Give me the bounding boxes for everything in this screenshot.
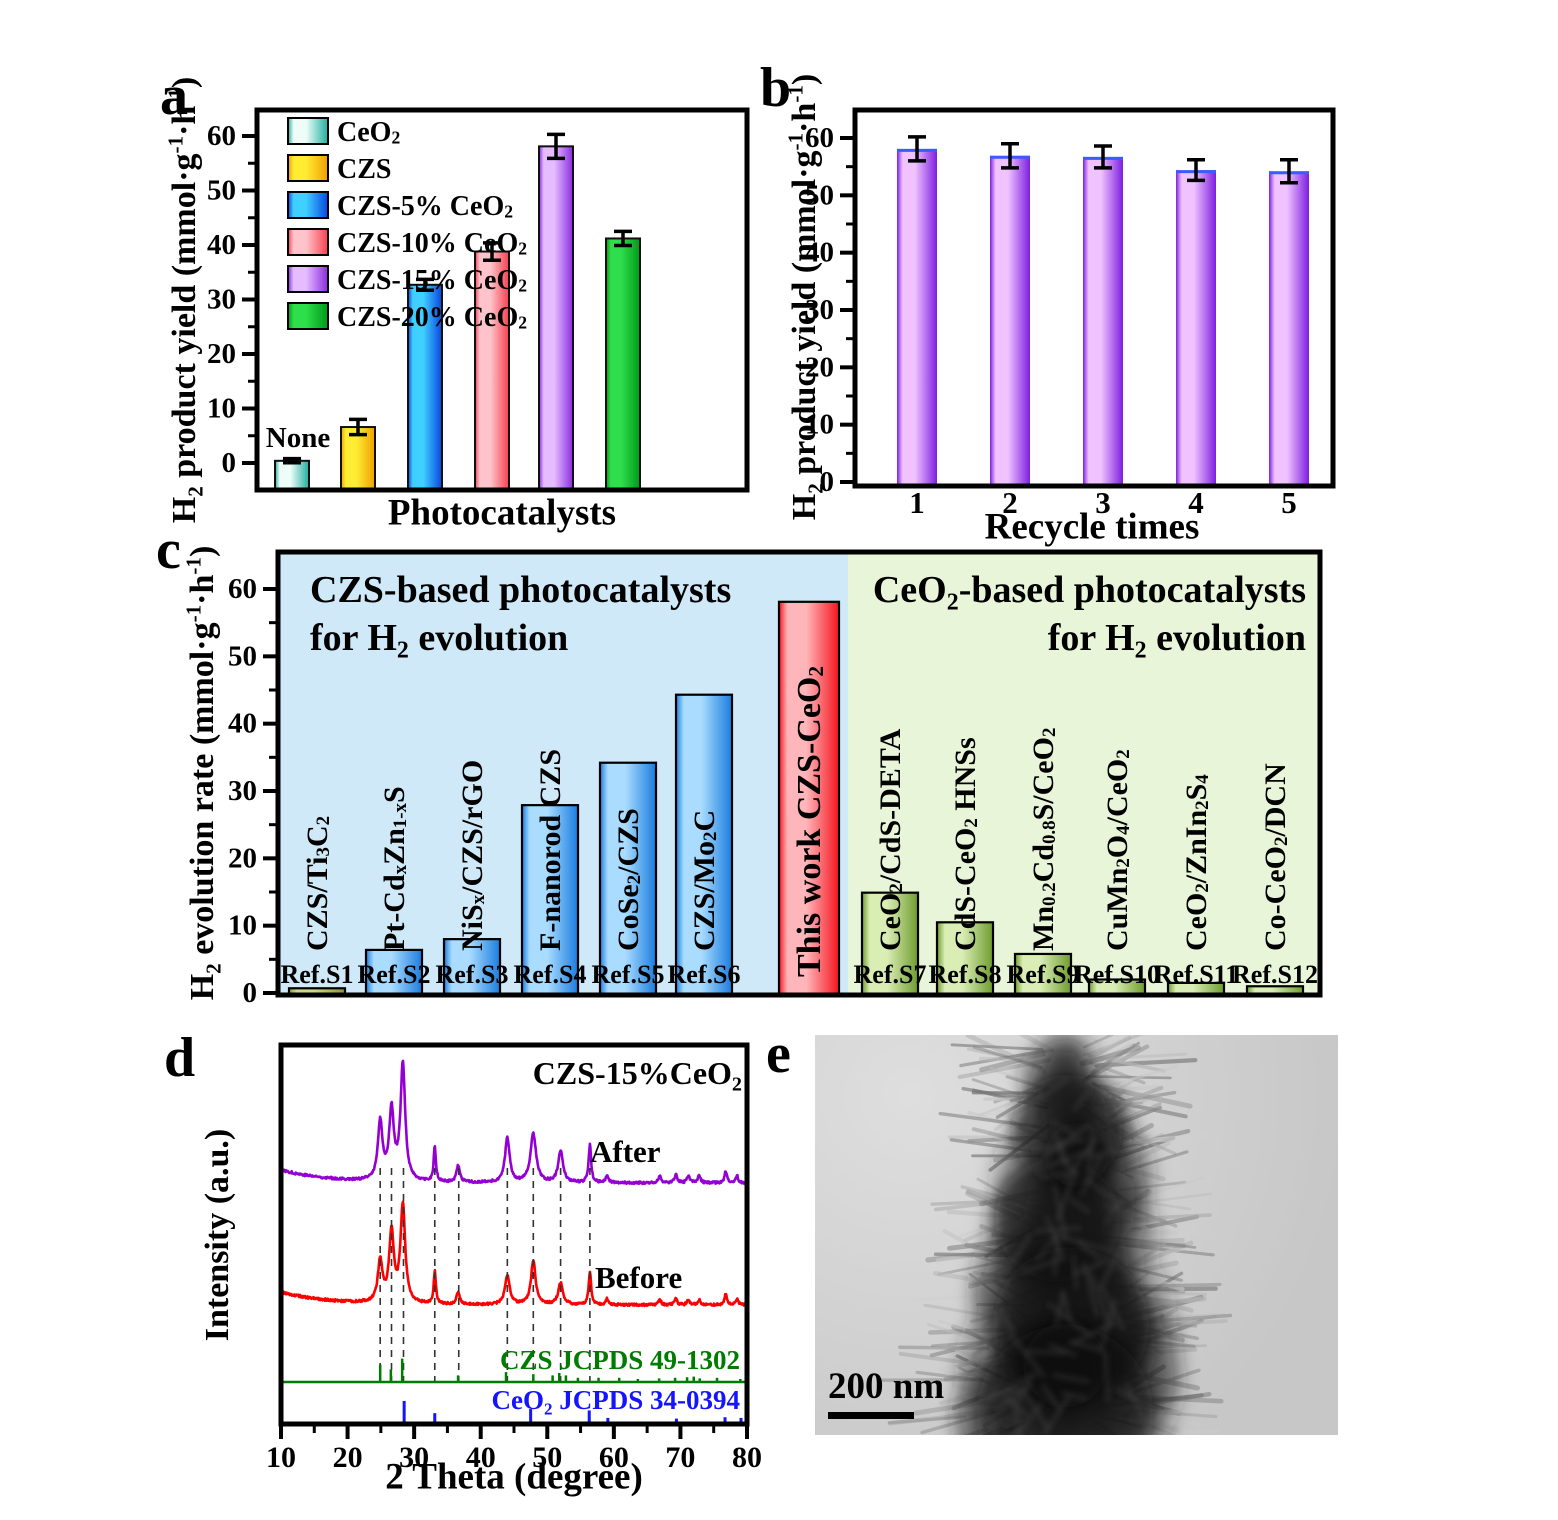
- bar-name-label: CuMn2O4/CeO2: [1101, 749, 1134, 951]
- legend-swatch: [288, 155, 328, 181]
- legend-label: CZS-5% CeO2: [337, 191, 513, 222]
- ref-label: Ref.S10: [1074, 960, 1160, 989]
- y-tick-label: 50: [228, 640, 257, 672]
- bar: [1083, 157, 1123, 486]
- panel-b-y-axis-label: H2 product yield (mmol·g-1·h-1): [783, 74, 828, 520]
- legend-label: CZS-15% CeO2: [337, 265, 527, 296]
- ref-label: Ref.S2: [358, 960, 431, 989]
- panel-e-tem-image: 200 nm: [815, 1035, 1338, 1435]
- ceo2-reference-label: CeO2 JCPDS 34-0394: [492, 1385, 740, 1418]
- legend-swatch: [288, 229, 328, 255]
- panel-d-y-axis-label: Intensity (a.u.): [199, 1129, 237, 1342]
- bar: [275, 461, 309, 490]
- y-tick-label: 30: [207, 284, 236, 316]
- y-tick-label: 20: [207, 338, 236, 370]
- panel-d-x-axis-label: 2 Theta (degree): [385, 1456, 643, 1499]
- czs-group-title: for H2 evolution: [310, 617, 568, 664]
- bar-name-label: CZS/Mo2C: [688, 810, 721, 951]
- bar: [341, 427, 375, 490]
- ref-label: Ref.S8: [929, 960, 1002, 989]
- y-tick-label: 60: [228, 573, 257, 605]
- curve-label-after: After: [590, 1134, 661, 1169]
- xrd-title: CZS-15%CeO2: [533, 1055, 742, 1095]
- scale-bar-line: [828, 1412, 914, 1419]
- panel-a-y-axis-label: H2 product yield (mmol·g-1·h-1): [163, 77, 208, 523]
- bar-name-label: NiSx/CZS/rGO: [456, 760, 489, 951]
- ref-label: Ref.S12: [1232, 960, 1318, 989]
- ref-label: Ref.S4: [514, 960, 587, 989]
- y-tick-label: 10: [228, 910, 257, 942]
- ref-label: Ref.S6: [668, 960, 741, 989]
- x-tick-label: 20: [333, 1441, 363, 1474]
- bar-name-label: CZS/Ti3C2: [301, 816, 334, 951]
- ceo2-group-title: for H2 evolution: [1048, 617, 1306, 664]
- legend-swatch: [288, 192, 328, 218]
- ceo2-group-title: CeO2-based photocatalysts: [873, 569, 1306, 616]
- ref-label: Ref.S11: [1154, 960, 1239, 989]
- panel-a-x-axis-label: Photocatalysts: [388, 492, 616, 535]
- x-tick-label: 80: [732, 1441, 762, 1474]
- legend-label: CeO2: [337, 117, 400, 148]
- x-tick-label: 70: [665, 1441, 695, 1474]
- x-tick-label: 10: [266, 1441, 296, 1474]
- bar-name-label: F-nanorod CZS: [534, 749, 567, 951]
- czs-reference-label: CZS JCPDS 49-1302: [500, 1345, 740, 1375]
- ref-label: Ref.S7: [854, 960, 927, 989]
- panel-a-bar-chart: None CeO2 CZS CZS-5% CeO2 CZS-10% CeO2 CZS-15…: [140, 55, 780, 515]
- bar: [897, 149, 937, 486]
- y-tick-label: 40: [207, 229, 236, 261]
- y-tick-label: 0: [243, 977, 258, 1009]
- panel-c-comparison-chart: CZS-based photocatalysts for H2 evolution…: [150, 520, 1380, 1020]
- legend-swatch: [288, 118, 328, 144]
- y-axis: 0 10 20 30 40 50 60: [228, 573, 278, 1009]
- y-axis: 0 10 20 30 40 50 60: [207, 120, 257, 479]
- legend-swatch: [288, 266, 328, 292]
- legend-label: CZS-20% CeO2: [337, 302, 527, 333]
- legend-label: CZS: [337, 154, 391, 185]
- bar-name-label: CeO2/CdS-DETA: [874, 728, 907, 951]
- y-tick-label: 0: [222, 447, 237, 479]
- none-annotation: None: [266, 422, 331, 454]
- bar-name-label: CdS-CeO2 HNSs: [949, 737, 982, 951]
- y-tick-label: 30: [228, 775, 257, 807]
- y-tick-label: 50: [207, 175, 236, 207]
- legend-label: CZS-10% CeO2: [337, 228, 527, 259]
- ref-label: Ref.S9: [1007, 960, 1080, 989]
- bar-name-label: CeO2/ZnIn2S4: [1180, 774, 1213, 951]
- scale-bar-label: 200 nm: [828, 1365, 944, 1408]
- y-tick-label: 40: [228, 708, 257, 740]
- czs-group-title: CZS-based photocatalysts: [310, 569, 731, 611]
- ref-label: Ref.S5: [592, 960, 665, 989]
- ref-label: Ref.S3: [436, 960, 509, 989]
- panel-c-y-axis-label: H2 evolution rate (mmol·g-1·h-1): [181, 546, 226, 1001]
- panel-b-x-axis-label: Recycle times: [985, 506, 1200, 549]
- bar: [990, 156, 1030, 486]
- bar: [1269, 171, 1309, 486]
- ref-label: Ref.S1: [281, 960, 354, 989]
- x-tick-label: 5: [1281, 485, 1297, 515]
- y-tick-label: 20: [228, 842, 257, 874]
- y-tick-label: 60: [207, 120, 236, 152]
- panel-d-xrd-chart: After Before CZS JCPDS 49-1302 CeO2 JCPDS 3…: [150, 1020, 830, 1520]
- bar: [606, 238, 640, 490]
- bar-name-label: This work CZS-CeO2: [791, 666, 828, 977]
- y-tick-label: 10: [207, 393, 236, 425]
- legend-swatch: [288, 303, 328, 329]
- bar-name-label: Co-CeO2/DCN: [1259, 763, 1292, 951]
- bar: [539, 146, 573, 490]
- x-tick-label: 1: [909, 485, 925, 515]
- curve-label-before: Before: [595, 1260, 682, 1295]
- bar: [1176, 170, 1216, 486]
